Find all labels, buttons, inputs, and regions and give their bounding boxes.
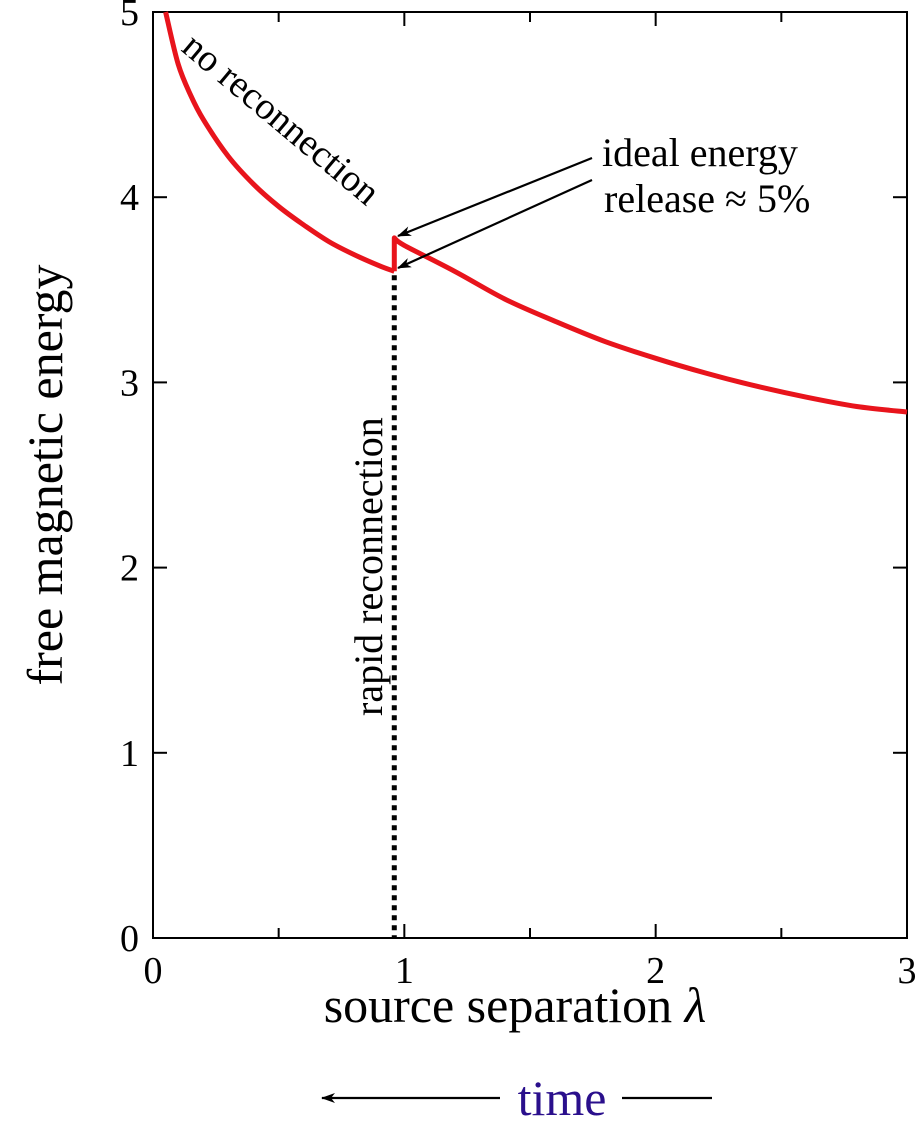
x-tick-label: 1: [395, 950, 414, 992]
energy-release-line1: ideal energy: [602, 130, 798, 175]
energy-release-arrow-lower: [397, 178, 593, 270]
x-tick-label: 0: [144, 950, 163, 992]
y-tick-label: 1: [120, 733, 139, 775]
rapid-reconnection-label: rapid reconnection: [346, 417, 391, 716]
x-axis-label: source separation λ: [324, 977, 707, 1033]
series-line-0: [163, 11, 396, 274]
y-tick-label: 3: [120, 362, 139, 404]
y-tick-label: 0: [120, 918, 139, 960]
time-label: time: [518, 1070, 607, 1126]
y-tick-label: 2: [120, 548, 139, 590]
axis-tick-labels: 0 1 2 3 0 1 2 3 4 5: [120, 0, 917, 992]
energy-release-arrow-upper: [397, 156, 593, 238]
curve-label-no-reconnection: no reconnection: [174, 25, 388, 214]
series-layer: [163, 11, 908, 415]
y-axis-label: free magnetic energy: [17, 264, 73, 685]
energy-release-line2: release ≈ 5%: [604, 176, 810, 221]
axis-ticks: [152, 11, 908, 939]
y-tick-label: 5: [120, 0, 139, 34]
y-tick-label: 4: [120, 177, 139, 219]
x-tick-label: 2: [646, 950, 665, 992]
series-line-1: [391, 235, 908, 415]
x-tick-label: 3: [898, 950, 917, 992]
